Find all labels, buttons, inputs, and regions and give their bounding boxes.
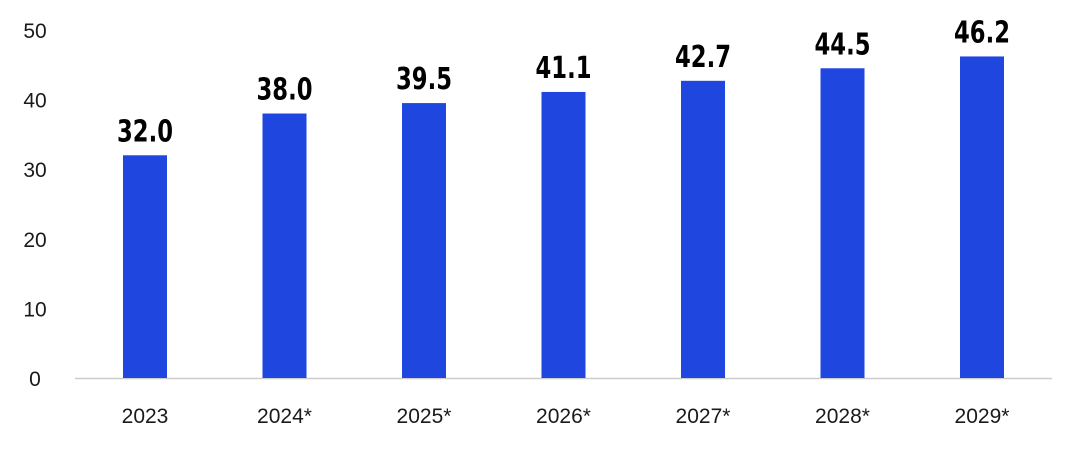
data-labels: 32.0 38.0 39.5 41.1 42.7 44.5 46.2 — [117, 15, 1010, 149]
bar — [541, 91, 586, 378]
y-tick-label: 20 — [23, 229, 46, 252]
x-axis-tick-labels: 2023 2024* 2025* 2026* 2027* 2028* 2029* — [122, 405, 1010, 428]
x-tick-label: 2023 — [122, 405, 169, 428]
y-axis-tick-labels: 0 10 20 30 40 50 — [23, 20, 46, 391]
bar — [820, 68, 865, 378]
y-tick-label: 30 — [23, 159, 46, 182]
bars — [123, 56, 1004, 379]
bar — [681, 80, 725, 379]
bar-value-label: 42.7 — [675, 40, 731, 75]
bar — [123, 155, 167, 378]
y-tick-label: 50 — [23, 20, 46, 43]
bar-value-label: 41.1 — [536, 51, 592, 86]
x-tick-label: 2024* — [257, 405, 312, 428]
bar-value-label: 39.5 — [396, 62, 452, 97]
y-tick-label: 10 — [23, 298, 46, 321]
x-tick-label: 2026* — [536, 405, 591, 428]
x-tick-label: 2028* — [815, 405, 870, 428]
bar — [262, 113, 307, 379]
bar-value-label: 46.2 — [954, 15, 1010, 50]
bar-value-label: 44.5 — [815, 27, 871, 62]
y-tick-label: 40 — [23, 90, 46, 113]
bar-value-label: 32.0 — [117, 114, 173, 149]
y-tick-label: 0 — [29, 368, 41, 391]
x-tick-label: 2025* — [397, 405, 452, 428]
bar — [960, 56, 1004, 378]
x-tick-label: 2027* — [676, 405, 731, 428]
bar-value-label: 38.0 — [257, 73, 313, 108]
x-tick-label: 2029* — [955, 405, 1010, 428]
bar — [402, 103, 446, 378]
